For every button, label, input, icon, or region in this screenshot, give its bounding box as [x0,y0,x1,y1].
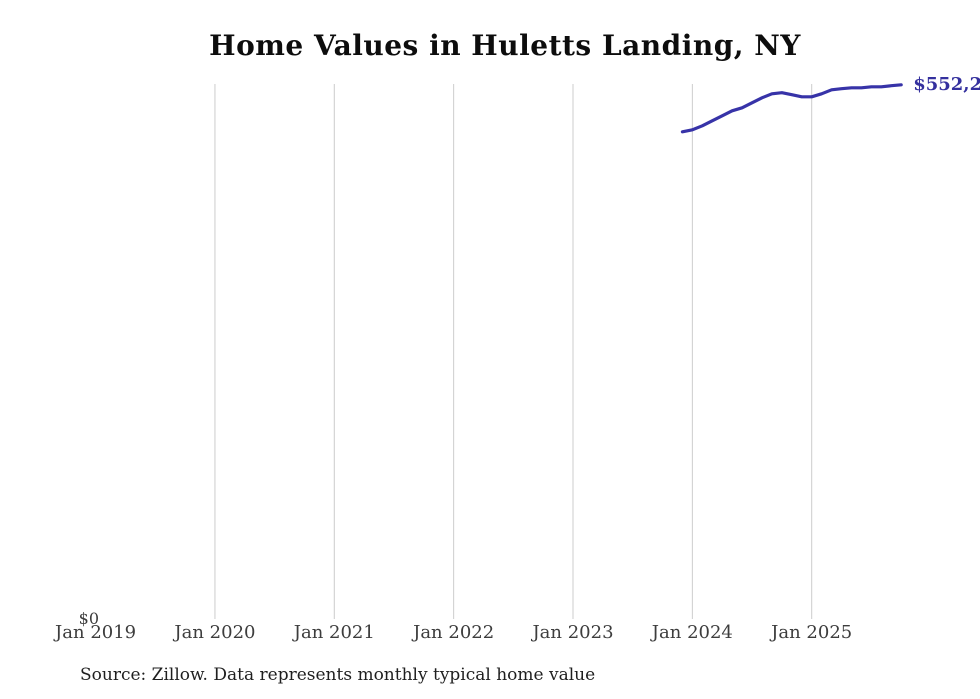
home-value-line [680,83,903,134]
source-note: Source: Zillow. Data represents monthly … [80,665,596,685]
x-axis-tick-label: Jan 2023 [532,622,614,643]
x-axis-tick-label: Jan 2024 [651,622,733,643]
x-axis-tick-label: Jan 2019 [55,622,137,643]
y-axis-zero-label: $0 [78,609,99,628]
x-axis-tick-label: Jan 2022 [413,622,495,643]
chart-title: Home Values in Huletts Landing, NY [209,29,801,62]
x-axis-tick-label: Jan 2025 [771,622,853,643]
x-axis-tick-label: Jan 2020 [174,622,256,643]
x-axis-tick-label: Jan 2021 [293,622,375,643]
latest-value-label: $552,200 [913,73,980,95]
